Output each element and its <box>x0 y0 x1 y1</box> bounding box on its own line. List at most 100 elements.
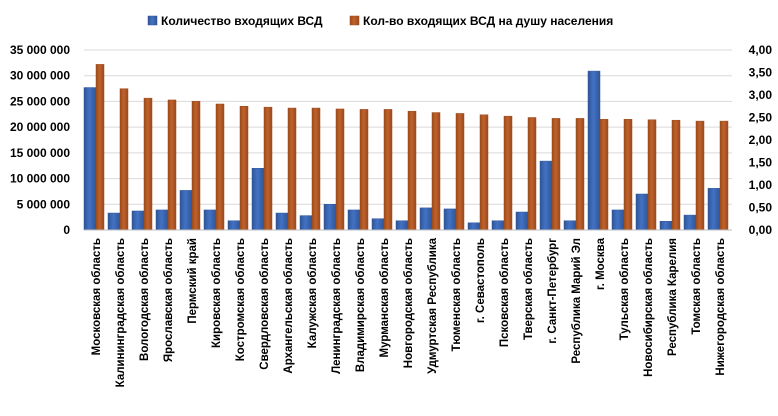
bar-count <box>203 209 217 231</box>
bar-count <box>443 208 457 231</box>
left-tick-label: 20 000 000 <box>10 120 70 134</box>
bar-count <box>419 207 433 231</box>
category-label: Ярославская область <box>163 238 175 362</box>
right-tick-label: 2,50 <box>749 111 773 125</box>
right-tick-label: 3,00 <box>749 88 773 102</box>
category-label: Ленинградская область <box>331 238 343 374</box>
category-label: Псковская область <box>499 238 511 347</box>
category-label: Кировская область <box>211 238 223 348</box>
bar-count <box>683 214 697 231</box>
bar-count <box>179 190 193 231</box>
bar-per-capita <box>719 120 729 231</box>
left-tick-label: 25 000 000 <box>10 94 70 108</box>
left-tick-label: 35 000 000 <box>10 43 70 57</box>
right-tick-label: 3,50 <box>749 66 773 80</box>
bar-per-capita <box>551 118 561 231</box>
bar-count <box>563 220 577 231</box>
bar-count <box>347 209 361 231</box>
bar-per-capita <box>647 119 657 231</box>
legend-swatch <box>349 15 360 26</box>
bar-count <box>227 220 241 231</box>
bar-per-capita <box>383 109 393 231</box>
bar-per-capita <box>287 107 297 231</box>
category-label: Тверская область <box>523 238 535 340</box>
bar-count <box>611 209 625 231</box>
bar-per-capita <box>575 118 585 231</box>
right-tick-label: 2,00 <box>749 133 773 147</box>
left-tick-label: 30 000 000 <box>10 69 70 83</box>
right-axis-ticks: 0,00 0,50 1,00 1,50 2,00 2,50 3,00 3,50 4,00 <box>749 43 773 237</box>
right-tick-label: 4,00 <box>749 43 773 57</box>
bar-count <box>275 212 289 231</box>
bar-per-capita <box>191 101 201 231</box>
legend-swatch <box>147 15 158 26</box>
category-label: Архангельская область <box>283 238 295 374</box>
bar-per-capita <box>455 113 465 231</box>
bar-count <box>131 210 145 231</box>
category-label: Вологодская область <box>139 238 151 361</box>
left-tick-label: 5 000 000 <box>17 197 71 211</box>
bar-count <box>155 209 169 231</box>
bar-per-capita <box>623 119 633 231</box>
bar-per-capita <box>479 114 489 231</box>
category-label: Тульская область <box>619 238 631 340</box>
right-tick-label: 0,00 <box>749 223 773 237</box>
right-tick-label: 1,00 <box>749 178 773 192</box>
left-tick-label: 0 <box>63 223 70 237</box>
bar-per-capita <box>695 120 705 231</box>
category-label: Удмуртская Республика <box>427 237 439 373</box>
category-label: Тюменская область <box>451 238 463 351</box>
bar-per-capita <box>503 115 513 231</box>
bar-per-capita <box>95 64 105 231</box>
bar-count <box>635 193 649 231</box>
category-label: г. Севастополь <box>475 238 487 323</box>
bar-per-capita <box>167 99 177 231</box>
right-tick-label: 0,50 <box>749 201 773 215</box>
bar-per-capita <box>311 107 321 231</box>
category-label: г. Санкт-Петербург <box>547 238 559 344</box>
bar-count <box>395 220 409 231</box>
bar-per-capita <box>359 109 369 231</box>
bar-per-capita <box>335 108 345 231</box>
bar-count <box>659 221 673 231</box>
bar-per-capita <box>143 97 153 231</box>
bar-count <box>83 87 97 231</box>
bar-count <box>467 222 481 231</box>
legend-label: Кол-во входящих ВСД на душу населения <box>363 14 613 28</box>
category-label: Томская область <box>691 238 703 335</box>
category-label: Московская область <box>91 238 103 355</box>
bar-per-capita <box>407 110 417 231</box>
bar-count <box>107 212 121 231</box>
category-label: Владимирская область <box>355 238 367 372</box>
category-label: Новгородская область <box>403 238 415 368</box>
bar-per-capita <box>215 103 225 231</box>
left-tick-label: 10 000 000 <box>10 172 70 186</box>
bar-per-capita <box>671 119 681 231</box>
bar-count <box>323 204 337 231</box>
bar-per-capita <box>263 106 273 231</box>
category-labels: Московская область Калининградская област… <box>91 237 727 387</box>
category-label: Калужская область <box>307 238 319 348</box>
category-label: г. Москва <box>595 237 607 290</box>
bar-count <box>251 168 265 231</box>
category-label: Новосибирская область <box>643 238 655 377</box>
left-axis-ticks: 0 5 000 000 10 000 000 15 000 000 20 000 000… <box>10 43 70 237</box>
legend: Количество входящих ВСД Кол-во входящих В… <box>147 14 613 28</box>
bar-count <box>539 160 553 231</box>
category-label: Калининградская область <box>115 238 127 387</box>
category-label: Нижегородская область <box>715 238 727 376</box>
left-tick-label: 15 000 000 <box>10 146 70 160</box>
bar-per-capita <box>119 88 129 231</box>
category-label: Мурманская область <box>379 238 391 358</box>
bar-per-capita <box>239 106 249 231</box>
right-tick-label: 1,50 <box>749 156 773 170</box>
category-label: Республика Марий Эл <box>571 238 583 364</box>
bar-per-capita <box>527 117 537 231</box>
category-label: Костромская область <box>235 238 247 361</box>
category-label: Пермский край <box>187 238 199 324</box>
bar-count <box>515 211 529 231</box>
legend-label: Количество входящих ВСД <box>161 14 323 28</box>
category-label: Республика Карелия <box>667 238 679 356</box>
bar-per-capita <box>431 112 441 231</box>
